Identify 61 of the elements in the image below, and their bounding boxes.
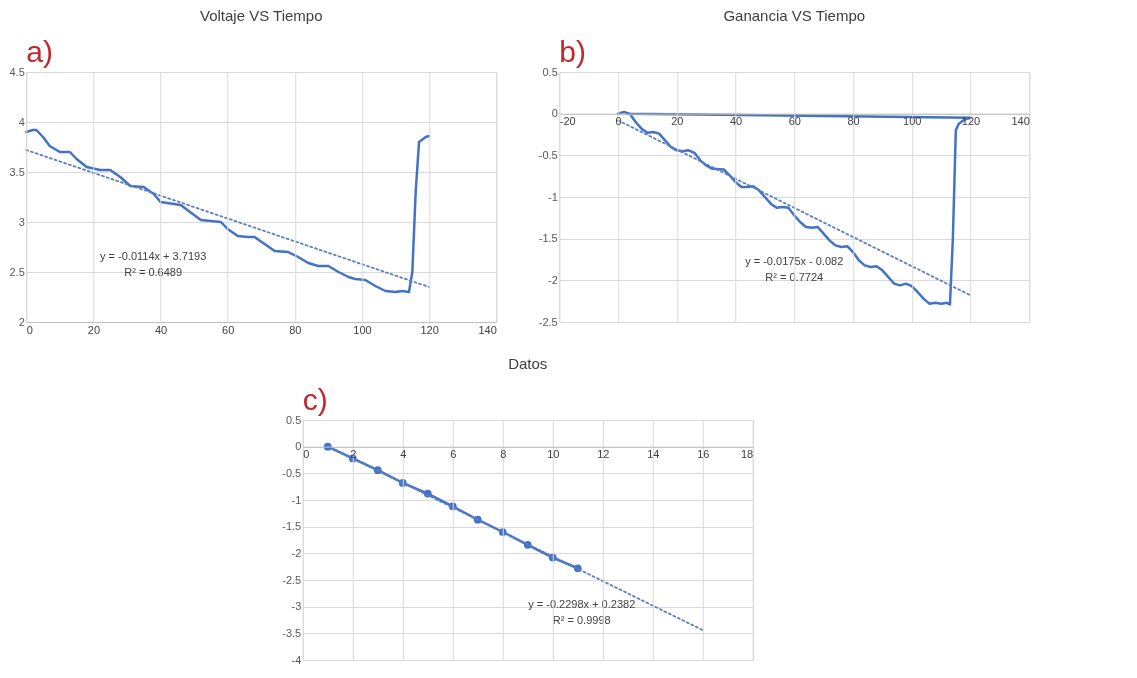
y-tick-label: 0.5	[285, 413, 302, 426]
x-tick-label: 60	[222, 323, 235, 336]
x-tick-label: 8	[500, 448, 507, 461]
x-tick-label: 120	[961, 115, 981, 128]
x-tick-label: 140	[1011, 115, 1030, 128]
annotation: R² = 0.9998	[552, 613, 611, 626]
y-tick-label: -2	[547, 273, 558, 286]
y-tick-label: -1.5	[538, 232, 558, 245]
annotation: R² = 0.6489	[124, 266, 183, 278]
annotation: R² = 0.7724	[765, 271, 824, 283]
x-tick-label: 100	[353, 323, 372, 336]
x-tick-label: 120	[420, 323, 439, 336]
x-tick-label: 40	[729, 115, 743, 128]
y-tick-label: -1.5	[282, 520, 302, 533]
chart-title: Datos	[508, 355, 548, 372]
y-tick-label: 3.5	[9, 165, 25, 178]
annotation: y = -0.0175x - 0.082	[745, 255, 844, 267]
y-tick-label: 0	[551, 107, 558, 120]
text: c)	[302, 383, 328, 416]
x-tick-label: 6	[450, 448, 457, 461]
y-tick-label: 0	[295, 440, 302, 453]
y-tick-label: 2.5	[9, 265, 25, 278]
chart-title: Ganancia VS Tiempo	[723, 7, 866, 24]
y-tick-label: -2.5	[282, 573, 302, 586]
x-tick-label: 40	[154, 323, 168, 336]
text: b)	[559, 35, 586, 68]
x-tick-label: 20	[671, 115, 684, 128]
x-tick-label: 60	[788, 115, 801, 128]
y-tick-label: -0.5	[282, 466, 302, 479]
x-tick-label: -20	[559, 115, 576, 128]
line-series	[25, 128, 431, 294]
annotation: y = -0.0114x + 3.7193	[100, 250, 207, 262]
y-tick-label: -3.5	[282, 626, 302, 639]
x-tick-label: 20	[87, 323, 101, 336]
x-tick-label: 16	[697, 448, 710, 461]
y-tick-label: -1	[547, 190, 558, 203]
y-tick-label: -3	[291, 600, 302, 613]
y-tick-label: 2	[18, 315, 25, 328]
x-tick-label: 12	[597, 448, 610, 461]
y-tick-label: -2.5	[538, 315, 558, 328]
x-tick-label: 0	[615, 115, 622, 128]
x-tick-label: 4	[400, 448, 407, 461]
y-tick-label: -2	[291, 546, 302, 559]
chart-title: Voltaje VS Tiempo	[199, 7, 323, 24]
y-tick-label: -0.5	[538, 148, 558, 161]
annotation: y = -0.2298x + 0.2382	[528, 597, 636, 610]
text: a)	[26, 35, 53, 68]
x-tick-label: 140	[478, 323, 497, 336]
x-tick-label: 10	[547, 448, 560, 461]
x-tick-label: 0	[303, 448, 310, 461]
x-tick-label: 0	[26, 323, 33, 336]
y-tick-label: -4	[291, 653, 302, 666]
y-tick-label: 4.5	[9, 65, 25, 78]
x-tick-label: 100	[903, 115, 922, 128]
y-tick-label: -1	[291, 493, 302, 506]
x-tick-label: 18	[741, 448, 754, 461]
x-tick-label: 80	[289, 323, 302, 336]
x-tick-label: 80	[847, 115, 860, 128]
y-tick-label: 3	[18, 215, 25, 228]
y-tick-label: 0.5	[542, 65, 558, 78]
x-tick-label: 14	[647, 448, 660, 461]
